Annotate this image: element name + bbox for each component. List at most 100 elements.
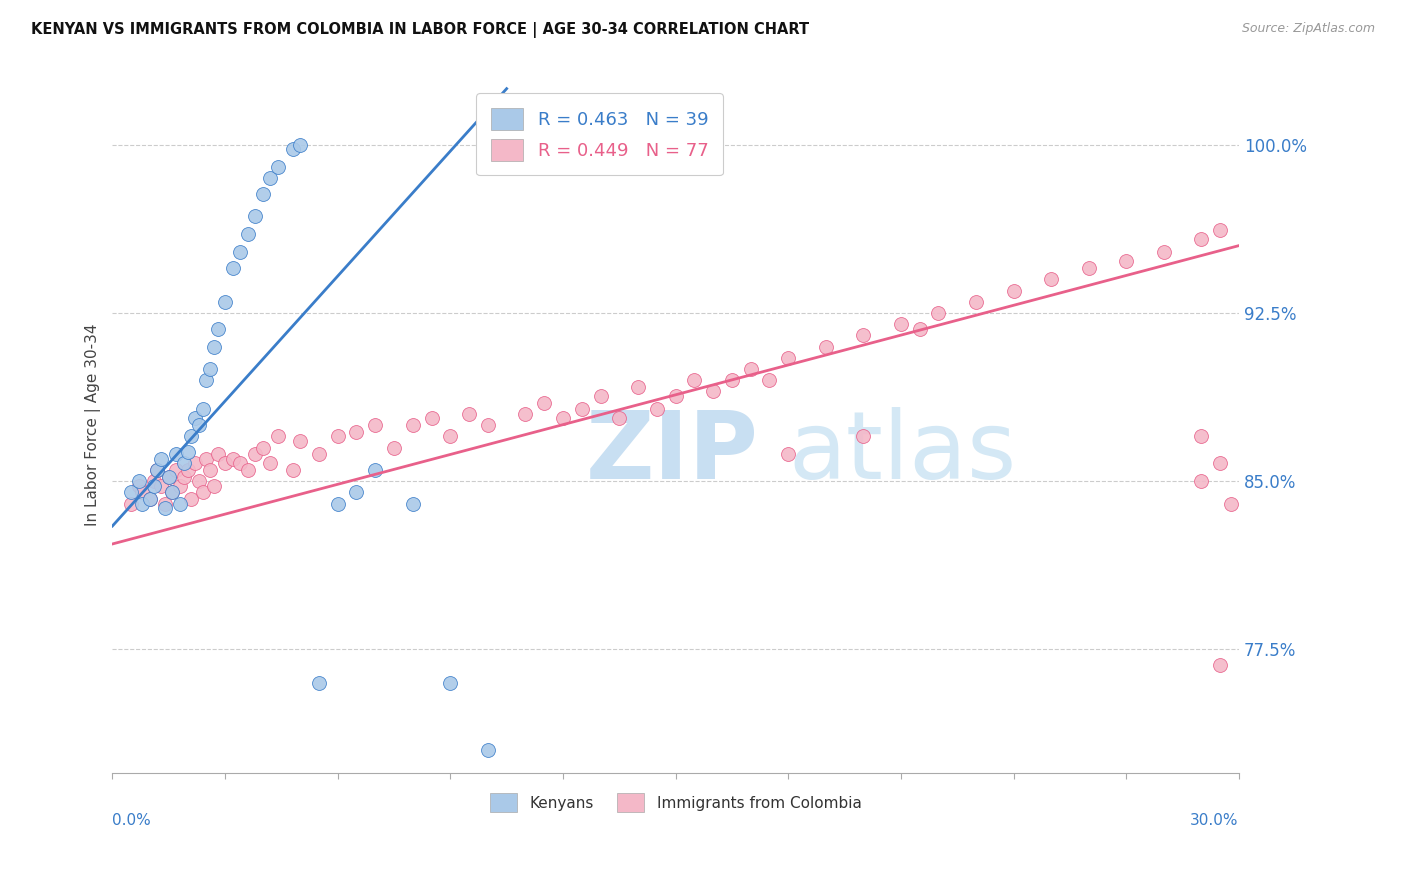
- Point: [162, 485, 184, 500]
- Point: [852, 429, 875, 443]
- Point: [153, 497, 176, 511]
- Text: 0.0%: 0.0%: [112, 813, 152, 828]
- Point: [184, 411, 207, 425]
- Point: [120, 497, 142, 511]
- Point: [142, 474, 165, 488]
- Point: [150, 451, 173, 466]
- Point: [571, 402, 593, 417]
- Point: [551, 411, 574, 425]
- Point: [139, 492, 162, 507]
- Point: [139, 492, 162, 507]
- Point: [165, 447, 187, 461]
- Point: [364, 418, 387, 433]
- Point: [402, 418, 425, 433]
- Point: [288, 434, 311, 448]
- Point: [173, 456, 195, 470]
- Point: [157, 469, 180, 483]
- Point: [1002, 284, 1025, 298]
- Point: [176, 463, 198, 477]
- Point: [814, 340, 837, 354]
- Text: Source: ZipAtlas.com: Source: ZipAtlas.com: [1241, 22, 1375, 36]
- Point: [180, 492, 202, 507]
- Point: [589, 389, 612, 403]
- Point: [252, 441, 274, 455]
- Point: [176, 445, 198, 459]
- Point: [645, 402, 668, 417]
- Point: [266, 429, 288, 443]
- Point: [229, 245, 252, 260]
- Point: [243, 447, 266, 461]
- Point: [740, 362, 762, 376]
- Point: [157, 469, 180, 483]
- Point: [131, 497, 153, 511]
- Point: [169, 497, 191, 511]
- Point: [198, 362, 221, 376]
- Point: [128, 478, 150, 492]
- Point: [150, 478, 173, 492]
- Point: [927, 306, 949, 320]
- Point: [288, 137, 311, 152]
- Point: [198, 463, 221, 477]
- Point: [308, 676, 330, 690]
- Point: [627, 380, 650, 394]
- Point: [533, 395, 555, 409]
- Point: [169, 478, 191, 492]
- Point: [180, 429, 202, 443]
- Point: [702, 384, 724, 399]
- Point: [202, 340, 225, 354]
- Point: [236, 227, 259, 242]
- Point: [1189, 429, 1212, 443]
- Point: [195, 451, 218, 466]
- Text: 30.0%: 30.0%: [1191, 813, 1239, 828]
- Point: [965, 294, 987, 309]
- Point: [1077, 261, 1099, 276]
- Point: [364, 463, 387, 477]
- Point: [683, 373, 706, 387]
- Point: [202, 478, 225, 492]
- Point: [1209, 223, 1232, 237]
- Point: [1040, 272, 1063, 286]
- Point: [281, 463, 304, 477]
- Y-axis label: In Labor Force | Age 30-34: In Labor Force | Age 30-34: [86, 324, 101, 526]
- Point: [243, 210, 266, 224]
- Point: [382, 441, 405, 455]
- Point: [1209, 456, 1232, 470]
- Point: [131, 485, 153, 500]
- Point: [187, 418, 209, 433]
- Point: [221, 451, 243, 466]
- Point: [236, 463, 259, 477]
- Point: [326, 429, 349, 443]
- Point: [308, 447, 330, 461]
- Point: [207, 321, 229, 335]
- Point: [128, 474, 150, 488]
- Point: [1189, 232, 1212, 246]
- Point: [665, 389, 688, 403]
- Point: [477, 743, 499, 757]
- Point: [515, 407, 537, 421]
- Point: [326, 497, 349, 511]
- Point: [162, 485, 184, 500]
- Point: [1115, 254, 1137, 268]
- Point: [165, 463, 187, 477]
- Point: [187, 474, 209, 488]
- Point: [120, 485, 142, 500]
- Point: [908, 321, 931, 335]
- Point: [439, 676, 461, 690]
- Point: [195, 373, 218, 387]
- Point: [1209, 658, 1232, 673]
- Point: [346, 485, 368, 500]
- Point: [153, 501, 176, 516]
- Point: [346, 425, 368, 439]
- Point: [758, 373, 780, 387]
- Point: [221, 261, 243, 276]
- Point: [1220, 497, 1243, 511]
- Text: KENYAN VS IMMIGRANTS FROM COLOMBIA IN LABOR FORCE | AGE 30-34 CORRELATION CHART: KENYAN VS IMMIGRANTS FROM COLOMBIA IN LA…: [31, 22, 808, 38]
- Point: [184, 456, 207, 470]
- Point: [266, 160, 288, 174]
- Point: [721, 373, 744, 387]
- Legend: Kenyans, Immigrants from Colombia: Kenyans, Immigrants from Colombia: [478, 781, 873, 824]
- Point: [173, 469, 195, 483]
- Point: [778, 447, 800, 461]
- Point: [890, 317, 912, 331]
- Point: [477, 418, 499, 433]
